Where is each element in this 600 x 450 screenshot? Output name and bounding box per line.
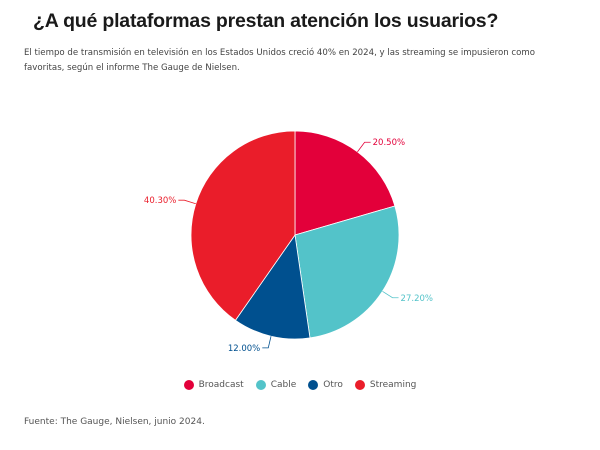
legend-swatch xyxy=(255,380,266,390)
data-label: 27.20% xyxy=(401,294,433,304)
legend-item-otro[interactable]: Otro xyxy=(308,380,343,390)
chart-subtitle: El tiempo de transmisión en televisión e… xyxy=(24,48,536,73)
leader-line xyxy=(382,290,399,299)
leader-line xyxy=(357,141,371,153)
legend-label: Streaming xyxy=(369,380,417,390)
source-note: Fuente: The Gauge, Nielsen, junio 2024. xyxy=(24,417,205,427)
legend-swatch xyxy=(183,380,194,390)
pie-slice-cable[interactable] xyxy=(294,205,400,339)
leader-line xyxy=(178,199,196,205)
legend-swatch xyxy=(354,380,365,390)
legend-swatch xyxy=(308,380,319,390)
leader-line xyxy=(262,336,272,349)
data-label: 20.50% xyxy=(373,138,405,148)
legend-item-streaming[interactable]: Streaming xyxy=(354,380,417,390)
legend-item-cable[interactable]: Cable xyxy=(255,380,297,390)
data-label: 12.00% xyxy=(228,344,260,354)
legend-label: Broadcast xyxy=(198,380,244,390)
legend-label: Otro xyxy=(323,380,343,390)
legend: Broadcast Cable Otro Streaming xyxy=(0,380,600,390)
chart-title: ¿A qué plataformas prestan atención los … xyxy=(33,10,499,32)
pie-slice-streaming[interactable] xyxy=(190,130,296,321)
legend-label: Cable xyxy=(270,380,297,390)
data-label: 40.30% xyxy=(144,196,176,206)
legend-item-broadcast[interactable]: Broadcast xyxy=(183,380,244,390)
